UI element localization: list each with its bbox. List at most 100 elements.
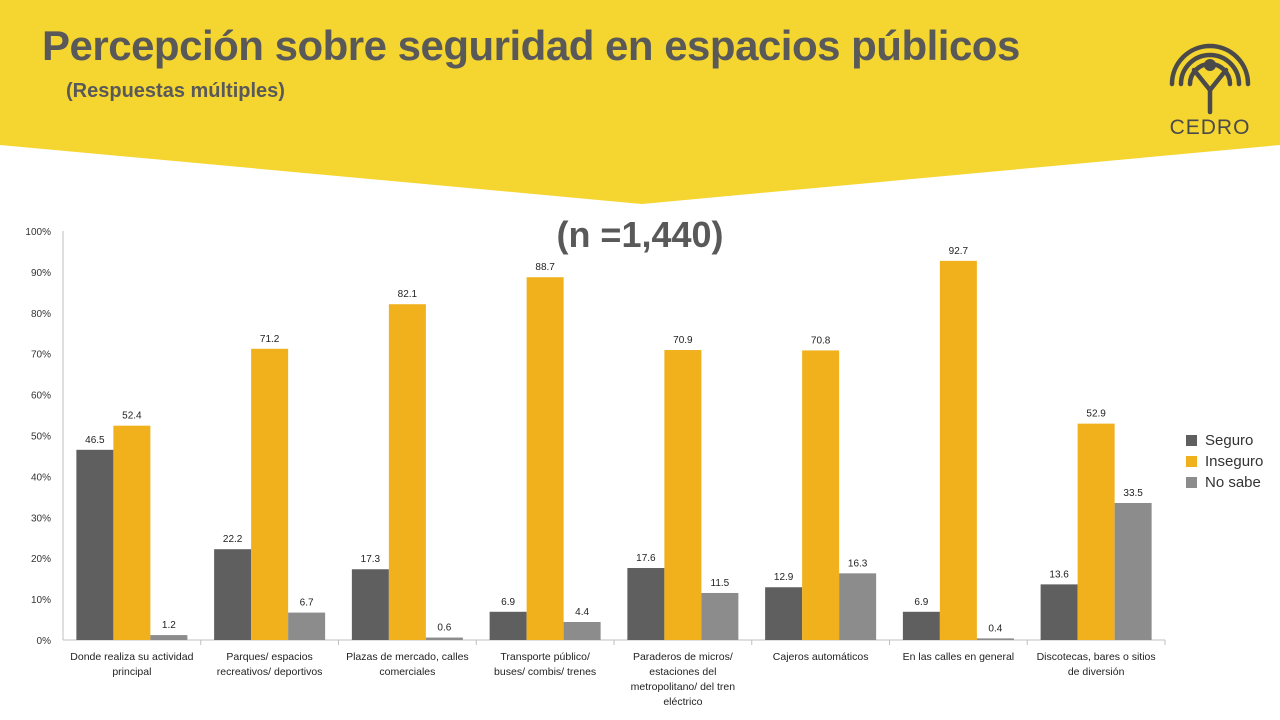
legend-item-inseguro: Inseguro [1186,451,1263,472]
data-label: 22.2 [223,534,243,545]
y-tick-label: 90% [31,268,51,279]
data-label: 70.8 [811,335,831,346]
category-label-line: Paraderos de micros/ [633,651,733,663]
category-label: Cajeros automáticos [773,651,869,663]
data-label: 88.7 [535,262,555,273]
data-label: 33.5 [1123,488,1143,499]
bar-inseguro [388,304,426,640]
category-label-line: principal [112,666,151,678]
y-tick-label: 50% [31,432,51,443]
page-subtitle: (Respuestas múltiples) [66,80,285,102]
bar-no-sabe [839,573,877,640]
data-label: 17.6 [636,553,656,564]
category-label-line: comerciales [379,666,435,678]
bar-inseguro [526,277,564,640]
y-tick-label: 60% [31,391,51,402]
category-label: En las calles en general [903,651,1015,663]
sample-size-label: (n =1,440) [556,214,724,255]
bar-inseguro [113,425,151,640]
y-tick-label: 20% [31,554,51,565]
data-label: 71.2 [260,334,280,345]
category-label-line: estaciones del [649,666,716,678]
bar-no-sabe [976,638,1014,640]
category-label-line: Transporte público/ [500,651,590,663]
bar-no-sabe [425,637,463,640]
legend-label: Seguro [1205,432,1254,449]
data-label: 6.9 [501,597,515,608]
data-label: 6.9 [914,597,928,608]
page-title: Percepción sobre seguridad en espacios p… [42,22,1020,69]
category-label-line: Cajeros automáticos [773,651,869,663]
data-label: 52.4 [122,411,142,422]
bar-inseguro [802,350,840,640]
bar-inseguro [664,350,702,640]
data-label: 16.3 [848,558,868,569]
y-tick-label: 40% [31,472,51,483]
data-label: 82.1 [398,289,418,300]
data-label: 4.4 [575,607,589,618]
y-tick-label: 30% [31,513,51,524]
legend-label: No sabe [1205,474,1261,491]
bar-inseguro [1077,423,1115,640]
logo-figure-head [1204,59,1216,71]
category-label-line: Plazas de mercado, calles [346,651,469,663]
data-label: 52.9 [1086,409,1106,420]
data-label: 11.5 [711,578,730,589]
category-label-line: metropolitano/ del tren [631,681,736,693]
data-label: 1.2 [162,620,176,631]
bar-seguro [214,549,252,640]
logo-arc-middle [1178,52,1242,87]
logo-text: CEDRO [1170,116,1251,139]
legend-swatch [1186,435,1197,446]
legend-swatch [1186,456,1197,467]
value-labels-layer: 46.5 52.4 1.2 22.2 71.2 6.7 17.3 82.1 0.6 6.9 88.7… [85,246,1143,635]
bar-seguro [489,611,527,640]
bar-no-sabe [288,612,326,640]
axis-layer: 0% 10% 20% 30% 40% 50% 60% 70% 80% 90% 100% [25,227,1166,647]
cedro-logo: CEDRO [1169,43,1251,139]
bar-inseguro [939,260,977,640]
data-label: 17.3 [361,554,381,565]
category-label-line: En las calles en general [903,651,1015,663]
category-label-line: Donde realiza su actividad [70,651,193,663]
legend-swatch [1186,477,1197,488]
category-label: Parques/ espacios recreativos/ deportivos [217,651,323,678]
data-label: 70.9 [673,335,693,346]
bar-seguro [627,568,665,640]
bars-layer [76,260,1152,640]
bar-seguro [76,449,114,640]
data-label: 0.4 [988,623,1002,634]
data-label: 12.9 [774,572,794,583]
data-label: 6.7 [300,598,314,609]
bar-seguro [902,611,940,640]
category-label: Transporte público/buses/ combis/ trenes [494,651,596,678]
category-label-line: recreativos/ deportivos [217,666,323,678]
category-labels-layer: Donde realiza su actividad principal Parqu… [70,651,1155,708]
legend-item-seguro: Seguro [1186,430,1263,451]
category-label-line: de diversión [1068,666,1125,678]
bar-no-sabe [1114,502,1152,640]
category-label: Plazas de mercado, calles comerciales [346,651,469,678]
data-label: 13.6 [1049,569,1069,580]
category-label-line: Parques/ espacios [226,651,312,663]
category-label-line: eléctrico [663,696,702,708]
category-label: Donde realiza su actividad principal [70,651,193,678]
y-tick-label: 70% [31,350,51,361]
bar-no-sabe [150,635,188,640]
logo-arc-outer [1169,43,1251,87]
category-label: Paraderos de micros/estaciones del metrop… [631,651,736,708]
data-label: 0.6 [437,623,451,634]
category-label: Discotecas, bares o sitios de diversión [1037,651,1156,678]
bar-no-sabe [563,622,601,640]
bar-seguro [765,587,803,640]
legend-label: Inseguro [1205,453,1264,470]
category-label-line: Discotecas, bares o sitios [1037,651,1156,663]
bar-no-sabe [701,592,739,640]
banner-shape [0,0,1280,204]
bar-seguro [351,569,389,640]
y-tick-label: 10% [31,595,51,606]
data-label: 92.7 [949,246,969,257]
data-label: 46.5 [85,435,105,446]
category-label-line: buses/ combis/ trenes [494,666,596,678]
